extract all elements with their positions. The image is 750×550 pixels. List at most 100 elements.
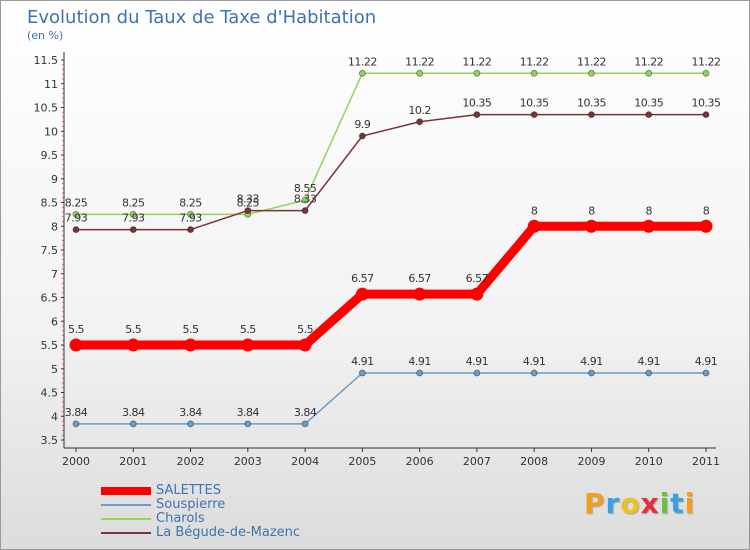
- data-point: [416, 69, 424, 77]
- y-tick-label: 5.5: [41, 339, 59, 352]
- x-tick-label: 2003: [234, 455, 262, 468]
- data-label: 4.91: [351, 355, 374, 368]
- data-label: 10.35: [692, 97, 721, 110]
- y-tick-label: 9: [51, 173, 58, 186]
- data-label: 8: [645, 204, 652, 217]
- logo-letter: o: [620, 487, 641, 520]
- y-tick-label: 11: [44, 78, 58, 91]
- legend-swatch: [101, 532, 151, 534]
- x-tick-label: 2006: [406, 455, 434, 468]
- y-tick-label: 7: [51, 268, 58, 281]
- x-tick-label: 2011: [692, 455, 720, 468]
- data-point: [473, 111, 481, 119]
- data-label: 10.35: [520, 97, 549, 110]
- y-tick-label: 6.5: [41, 292, 59, 305]
- series-line-2: [75, 72, 707, 216]
- series-line-3: [75, 113, 707, 231]
- legend: SALETTES Souspierre Charols La Bégude-de-Ma…: [101, 483, 361, 541]
- proxiti-logo: Proxiti: [584, 487, 695, 520]
- legend-swatch: [101, 518, 151, 520]
- data-label: 8: [588, 204, 595, 217]
- data-point: [413, 287, 427, 301]
- logo-letter: i: [659, 487, 671, 520]
- x-tick-label: 2010: [635, 455, 663, 468]
- data-point: [358, 369, 366, 377]
- data-label: 5.5: [240, 323, 256, 336]
- data-point: [126, 338, 140, 352]
- data-point: [69, 338, 83, 352]
- legend-item: La Bégude-de-Mazenc: [101, 525, 361, 541]
- data-point: [187, 210, 194, 218]
- data-point: [470, 287, 484, 301]
- data-label: 5.5: [297, 323, 313, 336]
- data-point: [645, 369, 653, 377]
- data-point: [301, 207, 309, 214]
- legend-item: SALETTES: [101, 483, 361, 499]
- data-label: 8.25: [179, 196, 202, 209]
- y-tick-label: 5: [51, 363, 58, 376]
- legend-label: La Bégude-de-Mazenc: [156, 525, 301, 540]
- data-point: [129, 210, 137, 218]
- data-point: [358, 132, 366, 140]
- logo-letter: P: [584, 487, 606, 520]
- data-point: [702, 69, 710, 77]
- data-label: 11.22: [692, 55, 721, 68]
- data-label: 8: [703, 204, 710, 217]
- data-point: [241, 338, 255, 352]
- data-point: [416, 118, 424, 126]
- data-point: [473, 369, 481, 377]
- y-tick-label: 11.5: [34, 54, 59, 67]
- data-point: [642, 219, 656, 233]
- y-tick-label: 10.5: [34, 102, 59, 115]
- data-point: [72, 210, 80, 218]
- x-tick-label: 2005: [348, 455, 376, 468]
- data-label: 5.5: [68, 323, 84, 336]
- data-label: 3.84: [237, 406, 260, 419]
- data-point: [129, 420, 137, 428]
- logo-letter: r: [605, 487, 621, 520]
- data-label: 7.93: [122, 212, 145, 225]
- legend-label: Charols: [156, 511, 205, 526]
- logo-letter: i: [684, 487, 696, 520]
- data-label: 11.22: [462, 55, 491, 68]
- data-label: 5.5: [183, 323, 199, 336]
- data-point: [645, 111, 653, 119]
- y-tick-label: 8: [51, 220, 58, 233]
- y-tick-label: 4.5: [41, 387, 59, 400]
- data-point: [699, 219, 713, 233]
- data-point: [358, 69, 366, 77]
- data-label: 6.57: [466, 272, 489, 285]
- data-point: [530, 111, 538, 119]
- data-label: 5.5: [125, 323, 141, 336]
- data-point: [184, 338, 198, 352]
- x-tick-label: 2009: [577, 455, 605, 468]
- data-point: [702, 111, 710, 119]
- data-label: 8.25: [122, 196, 145, 209]
- data-label: 9.9: [354, 118, 370, 131]
- data-label: 4.91: [695, 355, 718, 368]
- data-label: 11.22: [634, 55, 663, 68]
- data-label: 8.25: [237, 196, 260, 209]
- data-point: [129, 226, 137, 233]
- data-point: [702, 369, 710, 377]
- y-tick-label: 6: [51, 315, 58, 328]
- y-tick-label: 3.5: [41, 434, 59, 447]
- data-point: [588, 369, 595, 377]
- data-point: [588, 69, 595, 77]
- data-label: 8: [531, 204, 538, 217]
- data-point: [416, 369, 424, 377]
- series-line-0: [71, 221, 711, 350]
- data-point: [72, 420, 80, 428]
- y-tick-label: 4: [51, 410, 58, 423]
- data-point: [588, 111, 595, 119]
- chart-title: Evolution du Taux de Taxe d'Habitation: [27, 7, 377, 28]
- data-label: 10.35: [634, 97, 663, 110]
- data-point: [244, 207, 252, 214]
- x-tick-label: 2004: [291, 455, 319, 468]
- data-point: [645, 69, 653, 77]
- data-label: 3.84: [294, 406, 317, 419]
- data-label: 7.93: [179, 212, 202, 225]
- legend-label: SALETTES: [156, 483, 221, 498]
- data-label: 11.22: [520, 55, 549, 68]
